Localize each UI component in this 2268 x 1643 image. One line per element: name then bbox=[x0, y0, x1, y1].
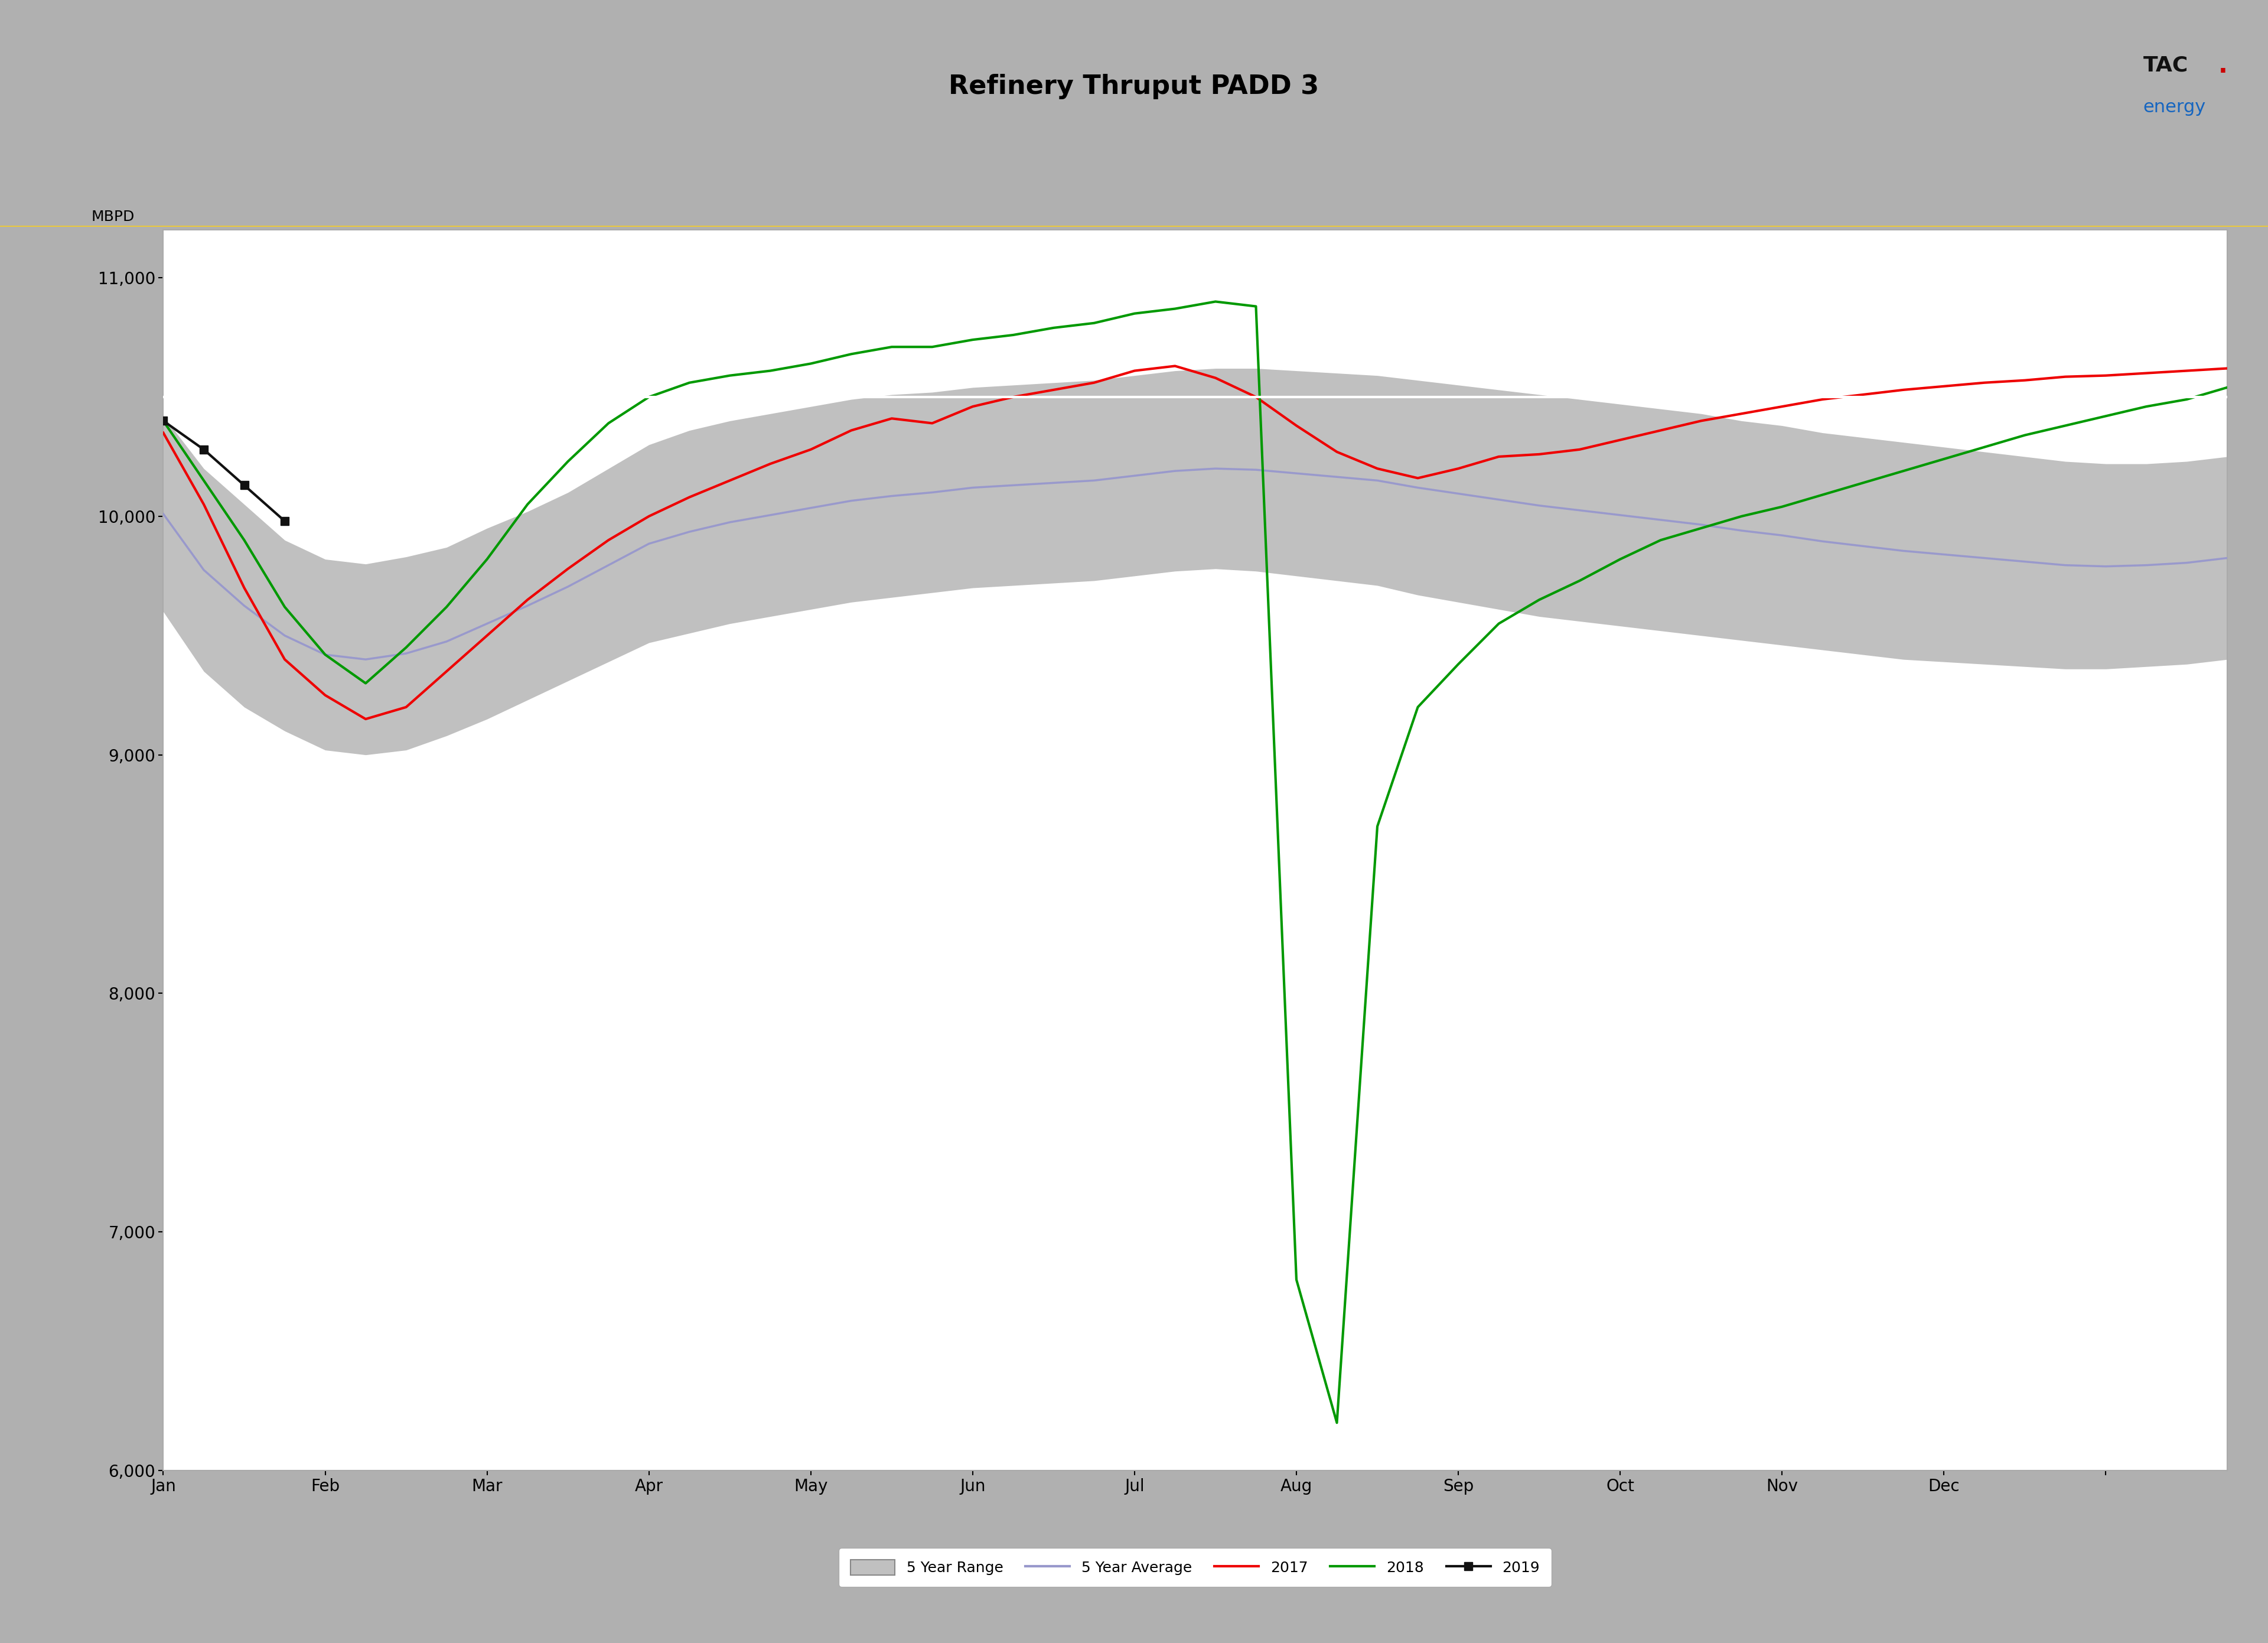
Text: Refinery Thruput PADD 3: Refinery Thruput PADD 3 bbox=[948, 74, 1320, 99]
Text: TAC: TAC bbox=[2143, 56, 2189, 76]
Text: .: . bbox=[2218, 53, 2227, 77]
Text: MBPD: MBPD bbox=[91, 210, 134, 223]
Text: energy: energy bbox=[2143, 99, 2207, 115]
Legend: 5 Year Range, 5 Year Average, 2017, 2018, 2019: 5 Year Range, 5 Year Average, 2017, 2018… bbox=[839, 1548, 1551, 1587]
